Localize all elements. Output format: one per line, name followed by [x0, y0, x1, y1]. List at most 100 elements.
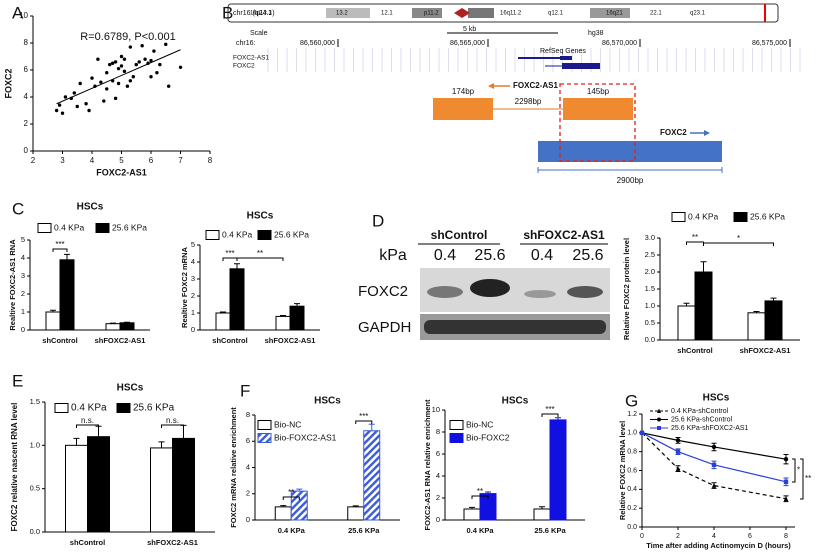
bar — [105, 323, 121, 331]
position-label: 86,565,000 — [450, 40, 485, 47]
x-tick-label: shFOXC2-AS1 — [95, 336, 146, 345]
point — [158, 62, 162, 67]
bar — [677, 305, 696, 341]
point — [105, 87, 109, 91]
x-tick-label: 8 — [208, 156, 213, 165]
scale-size: 5 kb — [463, 26, 476, 33]
legend-label: 25.6 KPa-shControl — [671, 416, 733, 423]
band-label: 22.1 — [650, 11, 662, 17]
bar — [694, 271, 713, 341]
error-bar — [64, 253, 70, 260]
overlap-box — [559, 83, 636, 162]
significance-bracket — [222, 257, 238, 261]
significance-bracket — [161, 424, 184, 428]
gene-label: FOXC2 — [660, 128, 687, 137]
error-bar — [368, 423, 375, 431]
point — [143, 57, 147, 61]
error-bar — [469, 506, 475, 509]
bar — [549, 419, 567, 521]
error-bar — [50, 309, 56, 312]
y-tick-label: 4 — [191, 257, 195, 266]
blot-lane: 0.4 — [434, 247, 456, 264]
bar — [150, 447, 173, 533]
blot-unit: kPa — [379, 247, 407, 264]
x-tick-label: 8 — [784, 533, 788, 540]
significance-label: * — [797, 466, 800, 475]
ideogram-band — [326, 8, 370, 18]
x-tick-label: shControl — [70, 538, 105, 547]
exon-size: 145bp — [587, 87, 610, 96]
y-tick-label: 2.0 — [645, 267, 655, 276]
significance-label: ** — [288, 488, 294, 497]
error-bar — [234, 263, 240, 269]
blot-protein: GAPDH — [358, 319, 411, 336]
point — [131, 75, 135, 79]
legend-swatch — [449, 433, 464, 443]
y-tick-label: 0 — [246, 515, 250, 524]
x-tick-label: shFOXC2-AS1 — [147, 538, 198, 547]
point — [87, 108, 91, 113]
chart-title: HSCs — [247, 211, 274, 222]
chart-title: HSCs — [314, 396, 341, 407]
legend-swatch — [54, 403, 69, 413]
significance-bracket — [355, 420, 373, 424]
blot-band — [524, 290, 556, 298]
x-tick-label: 2 — [676, 533, 680, 540]
position-label: 86,560,000 — [300, 40, 335, 47]
error-bar — [700, 261, 707, 272]
blot-lane: 0.4 — [531, 247, 553, 264]
significance-bracket — [236, 257, 284, 261]
chart-title: HSCs — [77, 202, 104, 213]
x-tick-label: shFOXC2-AS1 — [740, 346, 791, 355]
significance-bracket — [686, 241, 704, 245]
significance-label: *** — [359, 412, 368, 421]
position-label: 86,575,000 — [752, 40, 787, 47]
gene-size: 2900bp — [617, 176, 644, 185]
significance-bracket — [282, 496, 300, 500]
band-label: 16p13.3 — [250, 11, 272, 17]
y-tick-label: 4 — [24, 92, 29, 101]
y-tick-label: 3.0 — [645, 233, 655, 242]
bar — [289, 305, 305, 331]
bar — [747, 312, 766, 341]
band-label: 13.2 — [336, 11, 348, 17]
error-bar — [485, 491, 491, 494]
point — [75, 104, 79, 109]
assembly: hg38 — [588, 30, 604, 37]
y-tick-label: 10 — [19, 11, 28, 20]
bar — [45, 311, 61, 331]
point — [105, 71, 109, 75]
exon — [563, 98, 633, 120]
legend-label: Bio-NC — [466, 419, 493, 429]
y-tick-label: 4 — [436, 471, 440, 480]
chart-title: HSCs — [703, 393, 730, 404]
y-axis-label: Realtive FOXC2-AS1 RNA — [8, 239, 17, 331]
legend-label: 0.4 KPa — [71, 403, 107, 414]
point — [155, 71, 159, 75]
genome-view: chr16 (q24.1) Scale 5 kb hg38 chr16: Ref… — [227, 3, 801, 185]
y-tick-label: 1.5 — [645, 284, 655, 293]
band-label: 16q11.2 — [500, 11, 522, 17]
significance-label: ** — [477, 487, 483, 496]
blot-lane: 25.6 — [572, 247, 603, 264]
y-tick-label: 1.5 — [30, 397, 40, 406]
error-bar — [158, 441, 165, 448]
legend-label: 0.4 KPa-shControl — [671, 408, 729, 415]
significance-bracket — [76, 424, 99, 428]
point — [140, 44, 144, 48]
legend-swatch — [449, 420, 464, 430]
point — [60, 111, 65, 115]
x-tick-label: 7 — [178, 156, 183, 165]
significance-label: ** — [805, 474, 811, 483]
x-tick-label: shFOXC2-AS1 — [265, 336, 316, 345]
error-bar — [110, 322, 116, 324]
significance-label: ** — [692, 233, 698, 242]
point — [113, 60, 118, 64]
point — [167, 84, 171, 88]
point — [152, 49, 156, 53]
y-tick-label: 2.5 — [645, 250, 655, 259]
point — [113, 96, 118, 101]
point — [125, 84, 130, 88]
significance-bracket — [792, 458, 796, 483]
point — [119, 64, 124, 68]
